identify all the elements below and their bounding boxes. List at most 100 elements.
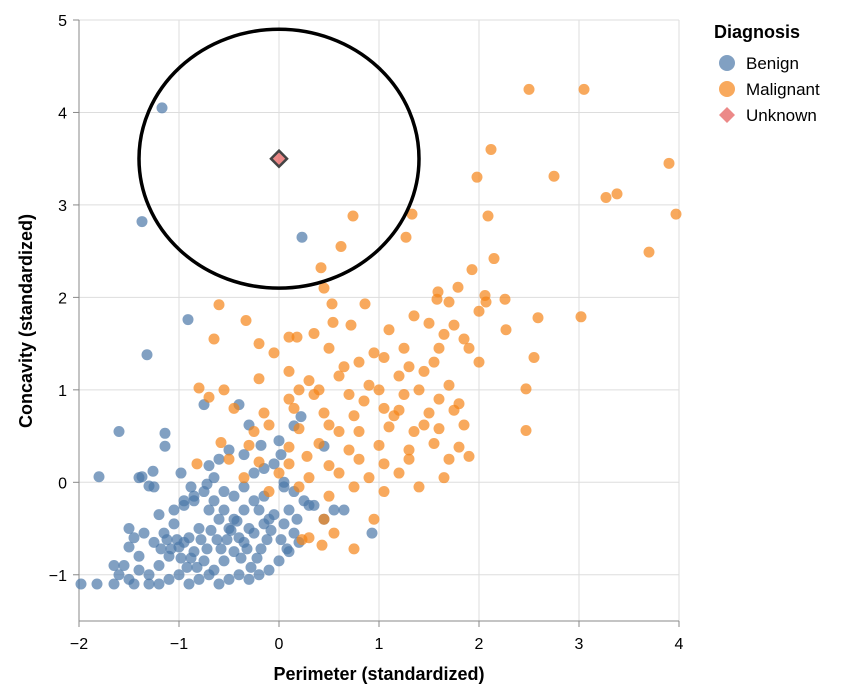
x-tick-label: 4 — [675, 636, 684, 653]
x-tick-labels: −2 −1 0 1 2 3 4 — [70, 636, 684, 653]
benign-point — [231, 515, 243, 527]
malignant-point — [482, 210, 494, 222]
malignant-point — [548, 170, 560, 182]
malignant-point — [348, 543, 360, 555]
benign-point — [203, 460, 215, 472]
malignant-point — [433, 393, 445, 405]
benign-point — [182, 314, 194, 326]
malignant-point — [528, 351, 540, 363]
benign-point — [308, 499, 320, 511]
malignant-point — [296, 534, 308, 546]
malignant-point — [258, 407, 270, 419]
malignant-point — [480, 296, 492, 308]
malignant-point — [443, 453, 455, 465]
malignant-point — [313, 437, 325, 449]
malignant-point — [413, 481, 425, 493]
malignant-point — [458, 419, 470, 431]
malignant-point — [471, 171, 483, 183]
malignant-point — [383, 421, 395, 433]
benign-point — [168, 518, 180, 530]
benign-point — [213, 513, 225, 525]
malignant-point — [326, 298, 338, 310]
malignant-point — [433, 342, 445, 354]
y-axis-title: Concavity (standardized) — [16, 214, 36, 428]
benign-point — [283, 504, 295, 516]
benign-point — [291, 513, 303, 525]
malignant-point — [215, 437, 227, 449]
malignant-point — [273, 467, 285, 479]
benign-point — [208, 495, 220, 507]
malignant-point — [463, 450, 475, 462]
malignant-point — [363, 472, 375, 484]
x-tick-label: −2 — [70, 636, 88, 653]
malignant-point — [368, 347, 380, 359]
benign-point — [338, 504, 350, 516]
malignant-point — [353, 425, 365, 437]
benign-point — [253, 504, 265, 516]
malignant-point — [388, 410, 400, 422]
benign-point — [211, 534, 223, 546]
malignant-point — [318, 513, 330, 525]
benign-point — [165, 543, 177, 555]
benign-point — [133, 564, 145, 576]
malignant-point — [343, 444, 355, 456]
malignant-point — [328, 527, 340, 539]
malignant-point — [293, 423, 305, 435]
benign-point — [156, 102, 168, 114]
benign-point — [253, 569, 265, 581]
malignant-point — [438, 472, 450, 484]
benign-point — [288, 527, 300, 539]
benign-point — [201, 478, 213, 490]
y-tick-label: 3 — [58, 198, 67, 215]
benign-point — [278, 481, 290, 493]
malignant-point — [403, 361, 415, 373]
malignant-point — [383, 324, 395, 336]
malignant-point — [345, 319, 357, 331]
malignant-point — [611, 188, 623, 200]
benign-point — [228, 490, 240, 502]
benign-point — [223, 444, 235, 456]
malignant-point — [223, 453, 235, 465]
data-marks — [75, 83, 682, 590]
benign-point — [238, 481, 250, 493]
malignant-point — [213, 299, 225, 311]
benign-point — [275, 449, 287, 461]
unknown-point — [269, 148, 289, 169]
benign-point — [183, 578, 195, 590]
benign-point — [281, 543, 293, 555]
benign-point — [175, 467, 187, 479]
x-tick-label: −1 — [170, 636, 188, 653]
benign-point — [248, 495, 260, 507]
malignant-point — [428, 356, 440, 368]
benign-point — [185, 481, 197, 493]
benign-point — [235, 552, 247, 564]
benign-point — [159, 427, 171, 439]
benign-point — [159, 440, 171, 452]
y-tick-label: 4 — [58, 105, 67, 122]
malignant-point — [398, 388, 410, 400]
legend-title: Diagnosis — [714, 22, 800, 42]
malignant-point — [600, 192, 612, 204]
malignant-point — [500, 324, 512, 336]
malignant-point — [378, 351, 390, 363]
malignant-point — [403, 453, 415, 465]
malignant-point — [238, 472, 250, 484]
benign-point — [161, 534, 173, 546]
benign-point — [208, 472, 220, 484]
malignant-point — [308, 327, 320, 339]
malignant-point — [253, 338, 265, 350]
benign-point — [218, 555, 230, 567]
malignant-point — [485, 143, 497, 155]
legend-swatch-unknown — [719, 107, 735, 123]
malignant-point — [283, 458, 295, 470]
malignant-point — [368, 513, 380, 525]
benign-point — [198, 555, 210, 567]
benign-point — [205, 524, 217, 536]
malignant-point — [406, 208, 418, 220]
malignant-point — [333, 467, 345, 479]
benign-point — [243, 573, 255, 585]
benign-point — [113, 569, 125, 581]
malignant-point — [403, 444, 415, 456]
malignant-point — [499, 293, 511, 305]
malignant-point — [335, 241, 347, 253]
